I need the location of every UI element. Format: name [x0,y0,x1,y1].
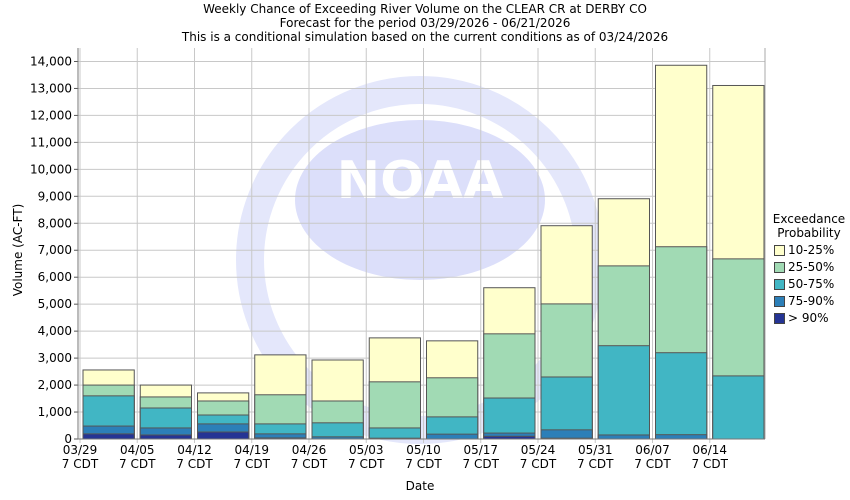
y-tick-label: 5,000 [38,297,72,311]
x-tick-suffix: 7 CDT [348,457,385,471]
legend-label: 10-25% [788,243,835,257]
bar-75-90- [655,434,708,440]
x-tick-label: 05/17 [463,443,498,457]
legend-label: 25-50% [788,260,835,274]
legend-swatch [774,295,785,307]
x-tick-suffix: 7 CDT [176,457,213,471]
x-tick-suffix: 7 CDT [62,457,99,471]
x-tick-suffix: 7 CDT [291,457,328,471]
y-tick-label: 6,000 [38,270,72,284]
legend-item: > 90% [774,311,850,325]
bar-50-75- [712,375,765,440]
x-tick-suffix: 7 CDT [405,457,442,471]
legend-label: 50-75% [788,277,835,291]
x-axis-label: Date [406,479,435,493]
legend-title-2: Probability [777,226,841,240]
x-tick-label: 04/12 [177,443,212,457]
legend-swatch [774,261,785,273]
bar-75-90- [597,434,650,440]
legend-item: 10-25% [774,243,850,257]
y-tick-label: 11,000 [30,135,72,149]
chart-title: Weekly Chance of Exceeding River Volume … [203,2,647,16]
bar--90- [82,433,135,440]
x-tick-suffix: 7 CDT [463,457,500,471]
legend-swatch [774,244,785,256]
y-tick-label: 14,000 [30,54,72,68]
bar--90- [139,434,192,440]
x-tick-label: 05/03 [349,443,384,457]
x-tick-suffix: 7 CDT [119,457,156,471]
x-tick-label: 05/10 [406,443,441,457]
x-tick-suffix: 7 CDT [692,457,729,471]
watermark-emblem [295,120,545,280]
x-tick-label: 04/26 [292,443,327,457]
x-tick-label: 04/19 [234,443,269,457]
y-tick-label: 10,000 [30,162,72,176]
legend-item: 75-90% [774,294,850,308]
chart-subtitle-2: This is a conditional simulation based o… [181,30,669,44]
legend-item: 25-50% [774,260,850,274]
chart-subtitle: Forecast for the period 03/29/2026 - 06/… [279,16,571,30]
y-tick-label: 12,000 [30,108,72,122]
bar-50-75- [540,376,593,440]
legend-title: Exceedance [772,212,846,226]
y-tick-label: 3,000 [38,351,72,365]
legend-swatch [774,278,785,290]
y-axis-label: Volume (AC-FT) [11,204,25,297]
x-tick-label: 03/29 [63,443,98,457]
bar-50-75- [655,352,708,440]
legend: Exceedance Probability 10-25% 25-50% 50-75… [768,212,850,328]
bar--90- [197,431,250,440]
x-tick-label: 05/24 [521,443,556,457]
bar-75-90- [426,433,479,440]
x-tick-suffix: 7 CDT [520,457,557,471]
x-tick-label: 05/31 [578,443,613,457]
legend-swatch [774,312,785,324]
y-tick-label: 13,000 [30,81,72,95]
legend-label: > 90% [788,311,829,325]
x-tick-suffix: 7 CDT [234,457,271,471]
y-tick-label: 4,000 [38,324,72,338]
y-tick-label: 1,000 [38,405,72,419]
bar-50-75- [368,427,421,440]
legend-label: 75-90% [788,294,835,308]
y-tick-label: 0 [64,432,72,446]
x-tick-label: 06/14 [692,443,727,457]
y-tick-label: 2,000 [38,378,72,392]
bar-75-90- [540,429,593,440]
legend-item: 50-75% [774,277,850,291]
x-tick-suffix: 7 CDT [634,457,671,471]
x-tick-label: 06/07 [635,443,670,457]
watermark-text: NOAA [337,151,504,211]
bar-50-75- [483,397,536,440]
x-tick-suffix: 7 CDT [577,457,614,471]
x-tick-label: 04/05 [120,443,155,457]
y-tick-label: 7,000 [38,243,72,257]
y-tick-label: 8,000 [38,216,72,230]
bar-50-75- [597,345,650,440]
y-tick-label: 9,000 [38,189,72,203]
